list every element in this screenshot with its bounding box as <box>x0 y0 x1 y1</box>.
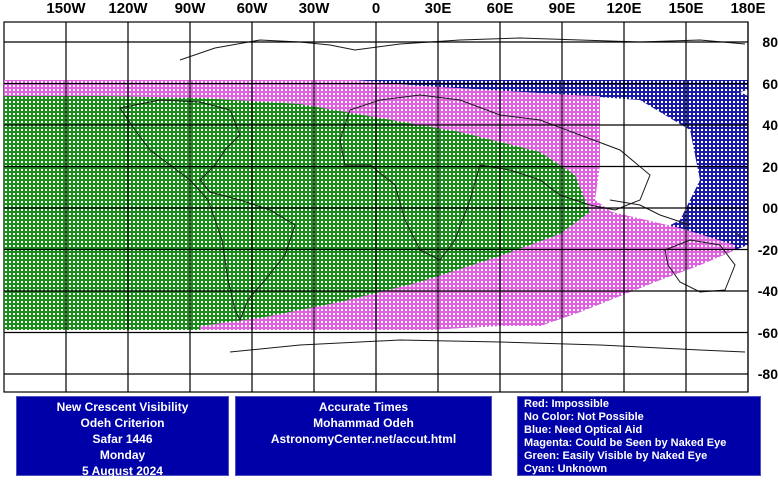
legend-blue: Blue: Need Optical Aid <box>524 424 643 436</box>
latitude-label: 20 <box>762 158 778 175</box>
latitude-label: -60 <box>757 324 778 341</box>
latitude-label: -40 <box>757 283 778 299</box>
legend-magenta: Magenta: Could be Seen by Naked Eye <box>524 437 727 449</box>
legend-green: Green: Easily Visible by Naked Eye <box>524 450 708 462</box>
info-line-date: 5 August 2024 <box>82 464 163 478</box>
longitude-label: 0 <box>371 0 381 17</box>
legend-panel: Red: Impossible No Color: Not Possible B… <box>517 396 761 476</box>
latitude-label: 60 <box>762 75 778 92</box>
green-visibility-region <box>4 96 590 330</box>
longitude-label: 180E <box>730 0 766 17</box>
longitude-label: 30W <box>298 0 330 17</box>
credit-line-title: Accurate Times <box>318 400 409 414</box>
info-line-title: New Crescent Visibility <box>56 400 189 414</box>
latitude-label: -80 <box>757 366 778 382</box>
magenta-visibility-region <box>4 80 735 330</box>
latitude-label: -20 <box>757 241 778 258</box>
info-line-criterion: Odeh Criterion <box>80 416 165 430</box>
legend-red: Red: Impossible <box>524 398 609 410</box>
longitude-label: 120E <box>606 0 642 17</box>
longitude-label: 90W <box>174 0 206 17</box>
longitude-label: 150E <box>668 0 704 17</box>
credit-panel: Accurate Times Mohammad Odeh AstronomyCe… <box>235 396 492 476</box>
credit-line-url: AstronomyCenter.net/accut.html <box>270 432 457 446</box>
latitude-label: 40 <box>762 117 778 133</box>
longitude-label: 30E <box>424 0 452 17</box>
longitude-label: 90E <box>548 0 576 17</box>
longitude-label: 60E <box>486 0 514 17</box>
legend-no-color: No Color: Not Possible <box>524 411 644 423</box>
longitude-label: 150W <box>46 0 86 17</box>
latitude-label: 00 <box>762 200 778 216</box>
criterion-info-panel: New Crescent Visibility Odeh Criterion S… <box>16 396 229 478</box>
longitude-label: 120W <box>108 0 148 17</box>
graticule <box>4 22 749 392</box>
latitude-label: 80 <box>762 34 778 50</box>
info-line-day: Monday <box>99 448 146 462</box>
legend-cyan: Cyan: Unknown <box>524 463 608 475</box>
credit-line-author: Mohammad Odeh <box>313 416 414 430</box>
info-line-month: Safar 1446 <box>92 432 153 446</box>
longitude-label: 60W <box>236 0 268 17</box>
